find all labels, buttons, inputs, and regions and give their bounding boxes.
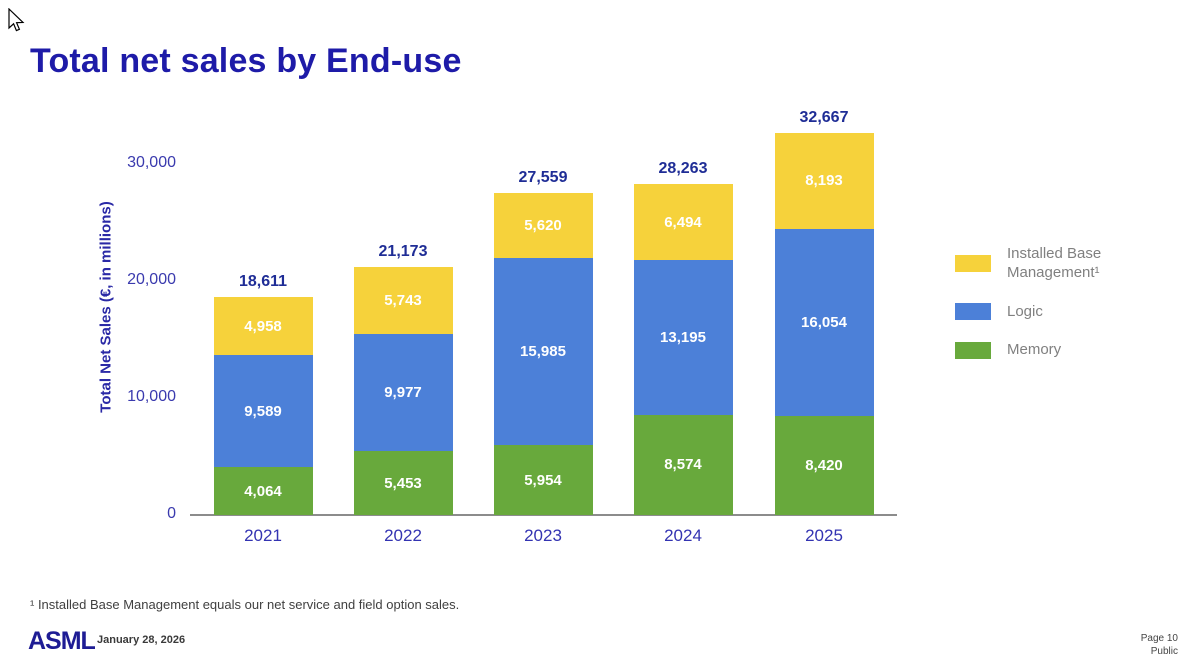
- legend-swatch: [955, 303, 991, 321]
- bar-total-label: 27,559: [518, 168, 568, 186]
- mouse-cursor-icon: [8, 8, 25, 32]
- legend-label: Logic: [1007, 302, 1043, 320]
- bar-segment-logic: 16,054: [774, 228, 874, 417]
- segment-value-label: 4,064: [244, 482, 282, 500]
- x-category-label: 2024: [664, 526, 702, 545]
- segment-value-label: 5,743: [384, 292, 422, 310]
- segment-value-label: 5,954: [524, 471, 562, 489]
- bar-segment-memory: 8,420: [774, 416, 874, 515]
- legend-label: Installed Base Management¹: [1007, 245, 1102, 281]
- segment-value-label: 6,494: [664, 213, 702, 231]
- bar-segment-memory: 5,954: [493, 445, 593, 515]
- footer-date: January 28, 2026: [97, 634, 186, 646]
- bar-total-label: 28,263: [658, 160, 708, 178]
- segment-value-label: 8,574: [664, 456, 702, 474]
- legend-item: Installed Base Management¹: [955, 245, 1139, 283]
- segment-value-label: 16,054: [801, 314, 847, 332]
- bar-segment-logic: 15,985: [493, 258, 593, 446]
- y-tick-label: 10,000: [127, 388, 176, 405]
- bar-total-label: 18,611: [238, 273, 288, 291]
- segment-value-label: 8,420: [805, 457, 843, 475]
- y-axis-title: Total Net Sales (€, in millions): [97, 201, 115, 413]
- x-category-label: 2021: [244, 526, 282, 545]
- bar-segment-installed-base-management: 8,193: [774, 132, 874, 229]
- bar-segment-memory: 4,064: [213, 467, 313, 515]
- x-category-label: 2023: [524, 526, 562, 545]
- bar-segment-installed-base-management: 4,958: [213, 297, 313, 356]
- x-category-label: 2025: [805, 526, 843, 545]
- legend-item: Memory: [955, 341, 1139, 360]
- footer-classification: Public: [1150, 646, 1178, 657]
- legend-swatch: [955, 342, 991, 360]
- segment-value-label: 9,589: [244, 402, 282, 420]
- segment-value-label: 5,620: [524, 216, 562, 234]
- bar-total-label: 21,173: [378, 243, 428, 261]
- legend-label: Memory: [1007, 341, 1062, 359]
- bar-segment-installed-base-management: 5,743: [353, 267, 453, 335]
- bar-total-label: 32,667: [799, 108, 849, 126]
- asml-logo: ASML: [28, 627, 96, 655]
- segment-value-label: 15,985: [520, 343, 566, 361]
- bar-segment-logic: 13,195: [633, 260, 733, 415]
- chart-legend: Installed Base Management¹ Logic Memory: [955, 245, 1139, 360]
- segment-value-label: 8,193: [805, 172, 843, 190]
- x-category-label: 2022: [384, 526, 422, 545]
- y-tick-label: 30,000: [127, 154, 176, 171]
- segment-value-label: 5,453: [384, 474, 422, 492]
- bar-segment-logic: 9,977: [353, 334, 453, 452]
- segment-value-label: 4,958: [244, 317, 282, 335]
- segment-value-label: 13,195: [660, 328, 706, 346]
- bar-segment-memory: 5,453: [353, 451, 453, 515]
- segment-value-label: 9,977: [384, 384, 422, 402]
- footnote: ¹ Installed Base Management equals our n…: [30, 597, 460, 612]
- legend-item: Logic: [955, 303, 1139, 322]
- legend-swatch: [955, 255, 991, 273]
- footer-page-number: Page 10: [1140, 633, 1178, 644]
- bar-segment-installed-base-management: 5,620: [493, 192, 593, 259]
- bar-segment-memory: 8,574: [633, 414, 733, 515]
- x-axis-line: [190, 514, 897, 516]
- bar-segment-logic: 9,589: [213, 355, 313, 468]
- page-title: Total net sales by End-use: [30, 42, 462, 80]
- y-tick-label: 20,000: [127, 271, 176, 288]
- y-tick-label: 0: [167, 505, 176, 522]
- bar-segment-installed-base-management: 6,494: [633, 184, 733, 261]
